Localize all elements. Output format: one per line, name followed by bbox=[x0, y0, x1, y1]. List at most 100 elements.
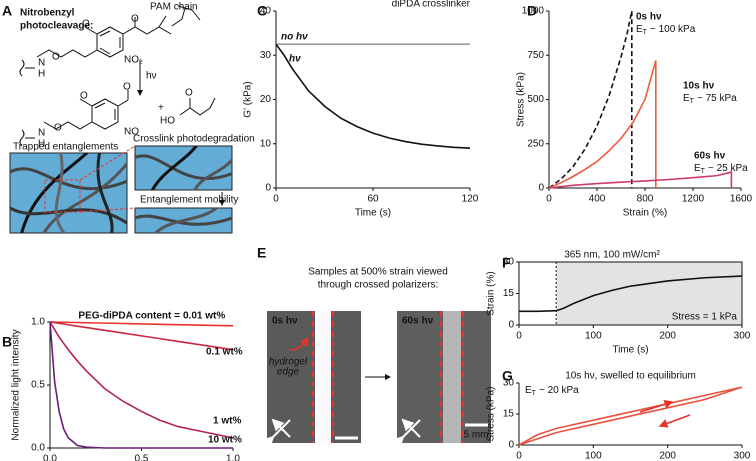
shaded-region bbox=[556, 262, 742, 325]
x-tick-label: 200 bbox=[659, 451, 676, 461]
chart-title: diPDA crosslinker bbox=[392, 0, 471, 10]
modulus-subscript: T bbox=[701, 168, 706, 175]
data-line bbox=[519, 275, 743, 313]
y-tick-label: 0 bbox=[508, 320, 514, 331]
chem-structure bbox=[19, 5, 216, 147]
x-tick-label: 300 bbox=[734, 331, 751, 342]
x-tick-label: 0 bbox=[516, 331, 522, 342]
modulus: ET ~ 20 kPa bbox=[525, 385, 579, 397]
y-tick-label: 0 bbox=[265, 183, 271, 194]
x-tick-label: 100 bbox=[585, 331, 602, 342]
y-tick-label: 30 bbox=[260, 50, 272, 61]
atom: O bbox=[54, 123, 62, 134]
modulus-value: ~ 25 kPa bbox=[708, 163, 748, 174]
atom: H bbox=[38, 139, 45, 150]
series-label: 0s hν bbox=[636, 12, 662, 23]
y-axis-label: G' (kPa) bbox=[243, 81, 254, 117]
panel-title: photocleavage: bbox=[20, 21, 93, 32]
panel-label: A bbox=[2, 3, 12, 19]
panel-title: through crossed polarizers: bbox=[318, 280, 439, 291]
atom: NO bbox=[124, 127, 139, 138]
modulus-value: ~ 75 kPa bbox=[697, 93, 737, 104]
chart-title: 10s hν, swelled to equilibrium bbox=[565, 371, 696, 382]
atom: O bbox=[131, 14, 139, 25]
schematic bbox=[9, 145, 233, 234]
edge-label: hydrogel bbox=[269, 357, 308, 368]
modulus-subscript: T bbox=[532, 390, 537, 397]
x-tick-label: 0 bbox=[516, 451, 522, 461]
data-line bbox=[49, 321, 234, 351]
y-tick-label: 15 bbox=[503, 409, 515, 420]
data-line bbox=[518, 386, 743, 446]
y-tick-label: 20 bbox=[260, 94, 272, 105]
panel-label: B bbox=[2, 334, 12, 350]
data-line bbox=[548, 171, 733, 189]
y-tick-label: 30 bbox=[503, 378, 515, 389]
atom: O bbox=[82, 19, 90, 30]
series-label: 0.1 wt% bbox=[206, 347, 243, 358]
modulus-subscript: T bbox=[690, 98, 695, 105]
series-label: 10s hν bbox=[683, 81, 715, 92]
series-label: 0.01 wt% bbox=[183, 311, 225, 322]
panel-label: E bbox=[257, 245, 266, 261]
panel-label: G bbox=[502, 368, 513, 384]
modulus-value: ~ 20 kPa bbox=[539, 385, 579, 396]
box-label: Entanglement mobility bbox=[140, 195, 238, 206]
series-label: no hν bbox=[281, 32, 308, 43]
axis bbox=[49, 322, 233, 449]
y-tick-label: 30 bbox=[503, 257, 515, 268]
x-tick-label: 1.0 bbox=[226, 454, 240, 461]
data-line bbox=[275, 43, 471, 149]
y-tick-label: 0 bbox=[538, 183, 544, 194]
y-axis-label: Stress (kPa) bbox=[516, 72, 527, 127]
modulus-value: ~ 100 kPa bbox=[650, 24, 696, 35]
x-axis-label: Time (s) bbox=[612, 345, 648, 356]
shade-label: 365 nm, 100 mW/cm² bbox=[564, 250, 660, 261]
series-label: 1 wt% bbox=[213, 416, 241, 427]
data-line bbox=[518, 386, 743, 446]
x-tick-label: 400 bbox=[589, 194, 606, 205]
atom: HO bbox=[160, 116, 175, 127]
light-label: hν bbox=[146, 71, 157, 82]
box-label: Crosslink photodegradation bbox=[133, 134, 255, 145]
y-tick-label: 1.0 bbox=[31, 317, 45, 328]
x-tick-label: 60 bbox=[367, 194, 379, 205]
panel-title: Samples at 500% strain viewed bbox=[308, 267, 448, 278]
arrow bbox=[639, 399, 674, 413]
y-tick-label: 10 bbox=[260, 138, 272, 149]
modulus: ET ~ 25 kPa bbox=[694, 163, 748, 175]
x-tick-label: 200 bbox=[659, 331, 676, 342]
y-axis-label: Normalized light intensity bbox=[11, 329, 22, 440]
series-label: hν bbox=[289, 54, 301, 65]
edge-label: edge bbox=[277, 367, 300, 378]
x-axis-label: Time (s) bbox=[355, 208, 391, 219]
atom: NO₂ bbox=[124, 55, 143, 66]
annotation: Stress = 1 kPa bbox=[672, 312, 738, 323]
modulus: ET ~ 75 kPa bbox=[683, 93, 737, 105]
panel-label: C bbox=[257, 3, 267, 19]
data-line bbox=[49, 321, 234, 439]
modulus-symbol: E bbox=[694, 163, 701, 174]
data-line bbox=[548, 60, 657, 189]
series-label: 60s hν bbox=[694, 151, 726, 162]
y-tick-label: 40 bbox=[260, 6, 272, 17]
modulus-symbol: E bbox=[683, 93, 690, 104]
atom: H bbox=[38, 69, 45, 80]
modulus: ET ~ 100 kPa bbox=[636, 24, 696, 36]
data-line bbox=[49, 321, 233, 449]
series-label: 10 wt% bbox=[208, 435, 242, 446]
x-tick-label: 0.0 bbox=[43, 454, 57, 461]
scale-label: 5 mm bbox=[464, 430, 489, 441]
y-axis-label: Strain (%) bbox=[486, 271, 497, 315]
atom: O bbox=[123, 82, 131, 93]
x-tick-label: 0.5 bbox=[135, 454, 149, 461]
panel-label: F bbox=[502, 255, 511, 271]
modulus-symbol: E bbox=[525, 385, 532, 396]
pam-label: PAM chain bbox=[150, 2, 198, 13]
annotation: PEG-diPDA content = bbox=[78, 311, 180, 322]
atom: N bbox=[38, 58, 45, 69]
x-tick-label: 120 bbox=[462, 194, 479, 205]
x-tick-label: 1200 bbox=[682, 194, 705, 205]
modulus-symbol: E bbox=[636, 24, 643, 35]
